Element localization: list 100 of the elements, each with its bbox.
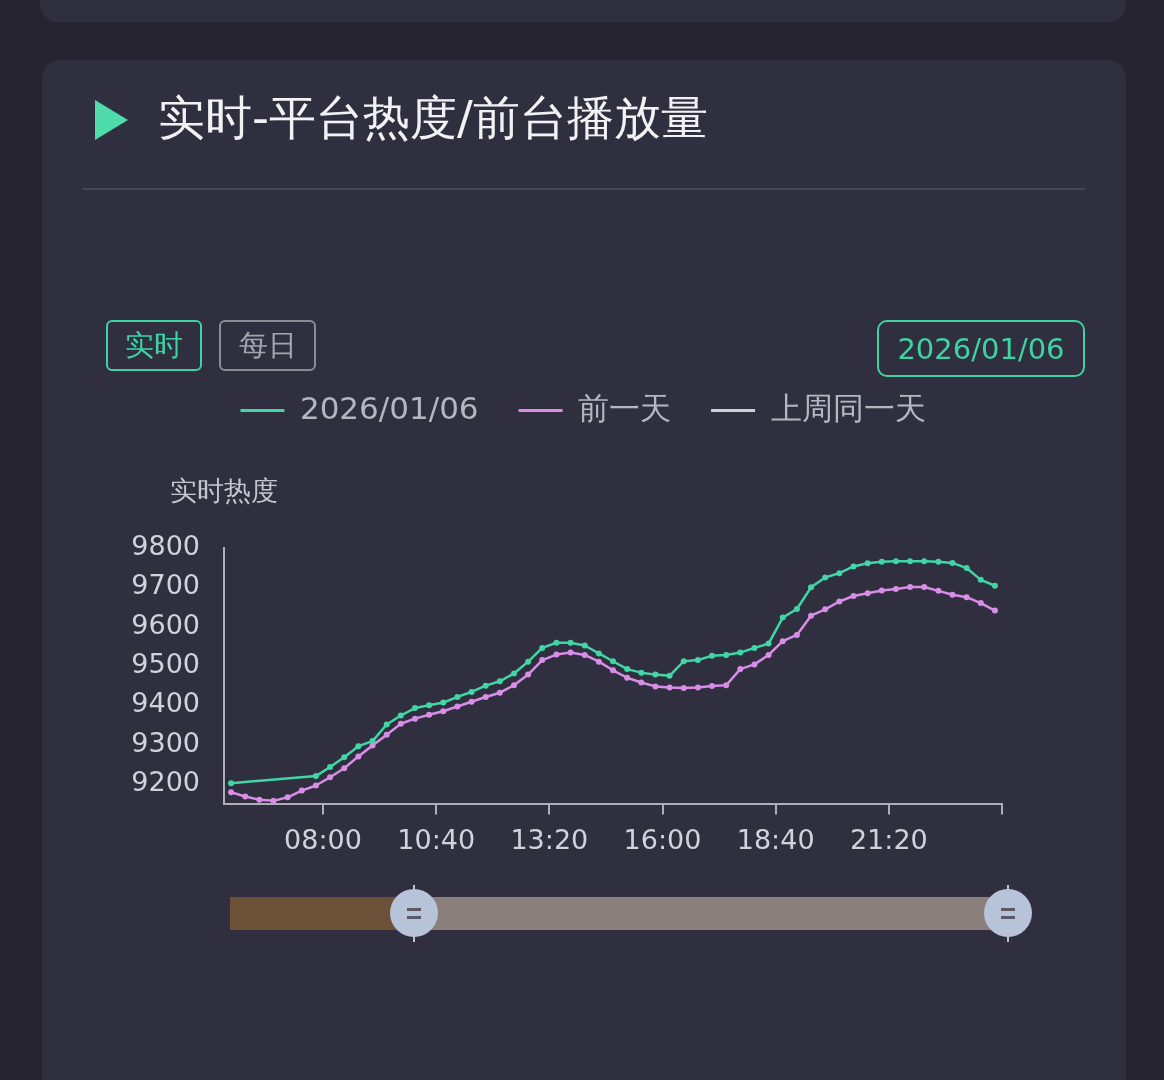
point (878, 558, 885, 565)
point (525, 671, 532, 678)
point (525, 658, 532, 665)
point (723, 682, 730, 689)
point (822, 606, 829, 613)
point (907, 558, 914, 565)
point (864, 590, 871, 597)
point (411, 705, 418, 712)
point (539, 657, 546, 664)
point (991, 582, 998, 589)
point (581, 642, 588, 649)
y-tick-label: 9300 (131, 726, 200, 758)
point (963, 565, 970, 572)
y-tick-label: 9200 (131, 765, 200, 797)
y-tick-label: 9700 (131, 569, 200, 601)
x-tick-label: 16:00 (623, 823, 702, 855)
point (312, 773, 319, 780)
point (369, 738, 376, 745)
point (921, 558, 928, 565)
point (468, 698, 475, 705)
point (595, 658, 602, 665)
point (355, 743, 362, 750)
point (581, 651, 588, 658)
point (624, 666, 631, 673)
point (723, 651, 730, 658)
point (680, 684, 687, 691)
y-tick-label: 9400 (131, 687, 200, 719)
point (482, 682, 489, 689)
point (284, 794, 291, 801)
point (963, 594, 970, 601)
point (411, 715, 418, 722)
point (737, 649, 744, 656)
point (638, 679, 645, 686)
point (397, 720, 404, 727)
point (666, 672, 673, 679)
point (652, 683, 659, 690)
point (935, 587, 942, 594)
point (553, 639, 560, 646)
x-tick-label: 21:20 (849, 823, 928, 855)
point (624, 674, 631, 681)
point (779, 638, 786, 645)
point (341, 754, 348, 761)
point (694, 657, 701, 664)
point (864, 560, 871, 567)
point (426, 711, 433, 718)
y-tick-label: 9500 (131, 647, 200, 679)
point (892, 585, 899, 592)
point (553, 651, 560, 658)
point (793, 631, 800, 638)
point (468, 688, 475, 695)
point (779, 614, 786, 621)
point (751, 661, 758, 668)
point (610, 667, 616, 674)
y-tick-label: 9600 (131, 608, 200, 640)
point (892, 558, 899, 565)
point (312, 782, 319, 789)
point (977, 576, 984, 583)
point (228, 789, 235, 796)
point (836, 570, 843, 577)
point (991, 607, 998, 614)
point (709, 683, 716, 690)
point (949, 591, 956, 598)
point (383, 721, 390, 728)
point (567, 649, 574, 656)
point (652, 671, 659, 678)
point (977, 600, 984, 607)
point (298, 787, 305, 794)
point (878, 587, 885, 594)
point (341, 765, 348, 772)
x-tick-label: 13:20 (510, 823, 589, 855)
point (454, 703, 461, 710)
point (383, 731, 390, 738)
legend-label: 2026/01/06 (299, 389, 479, 426)
point (270, 797, 277, 804)
point (808, 612, 815, 619)
point (907, 583, 914, 590)
point (850, 592, 857, 599)
point (440, 708, 447, 715)
point (242, 793, 249, 800)
point (638, 669, 645, 676)
point (595, 650, 602, 657)
chart-title: 实时-平台热度/前台播放量 (158, 89, 708, 147)
point (822, 574, 829, 581)
point (440, 699, 447, 706)
point (836, 598, 843, 605)
point (567, 639, 574, 646)
point (765, 651, 772, 658)
x-tick-label: 18:40 (736, 823, 815, 855)
point (694, 684, 701, 691)
point (666, 684, 673, 691)
y-axis-title: 实时热度 (170, 475, 278, 507)
point (228, 780, 235, 787)
point (751, 644, 758, 651)
point (680, 658, 687, 665)
point (921, 583, 928, 590)
point (327, 764, 334, 771)
legend-label: 上周同一天 (770, 389, 926, 426)
point (709, 652, 716, 659)
point (482, 694, 489, 701)
point (496, 689, 503, 696)
